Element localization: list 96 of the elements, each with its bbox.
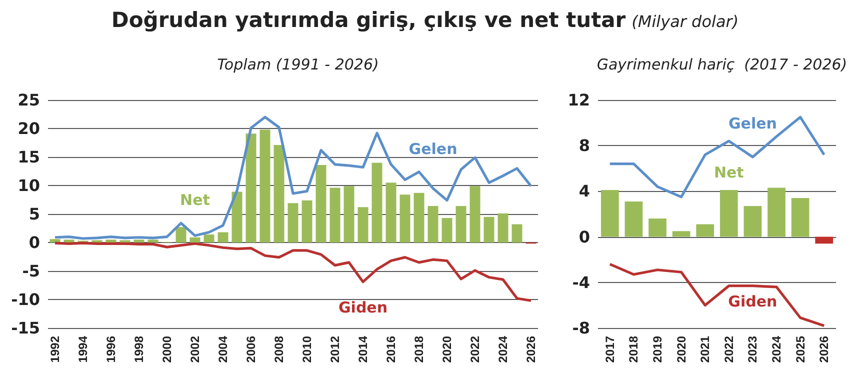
y-tick-label: -5: [22, 262, 40, 280]
x-tick-label: 2018: [412, 336, 426, 363]
y-tick-label: 0: [28, 233, 40, 252]
bar: [815, 236, 834, 244]
series-label: Net: [714, 164, 744, 182]
bar: [456, 206, 466, 242]
x-tick-label: 2006: [244, 336, 258, 363]
y-tick-label: 8: [578, 136, 590, 156]
x-tick-label: 2010: [300, 336, 314, 363]
bar: [232, 192, 242, 242]
y-tick-label: 10: [18, 176, 40, 195]
x-tick-label: 1998: [132, 336, 146, 363]
bar: [484, 216, 494, 242]
bar: [744, 206, 762, 237]
y-tick-label: -8: [572, 318, 590, 338]
series-label: Gelen: [408, 140, 458, 158]
bar: [414, 192, 424, 242]
bar: [512, 224, 522, 242]
series-label: Giden: [728, 292, 778, 310]
line-series: [54, 116, 532, 240]
x-tick-label: 2020: [674, 336, 688, 363]
series-label: Net: [180, 190, 210, 209]
bar: [344, 186, 354, 242]
bar: [498, 213, 508, 242]
y-tick-label: 0: [578, 227, 590, 246]
bar: [428, 206, 438, 242]
x-tick-label: 1996: [104, 336, 118, 363]
chart-subtitle: Gayrimenkul hariç (2017 - 2026): [596, 56, 848, 74]
x-tick-label: 2017: [602, 336, 617, 363]
bar: [204, 234, 214, 242]
bar: [288, 203, 298, 242]
chart-title: Doğrudan yatırımda giriş, çıkış ve net tutar: [111, 8, 626, 32]
y-tick-label: 5: [28, 204, 40, 224]
bar: [400, 194, 410, 242]
bar: [672, 231, 690, 237]
bar: [218, 232, 228, 242]
x-tick-label: 2024: [496, 336, 510, 363]
x-tick-label: 2022: [468, 336, 482, 363]
x-tick-label: 2000: [160, 336, 174, 363]
x-tick-label: 2004: [216, 336, 230, 363]
x-tick-label: 2020: [440, 336, 454, 363]
y-tick-label: 20: [18, 119, 40, 138]
x-tick-label: 2016: [384, 336, 398, 363]
bar: [624, 201, 643, 237]
bar: [768, 188, 786, 237]
y-tick-label: 4: [578, 182, 590, 201]
x-tick-label: 2024: [770, 336, 784, 363]
x-tick-label: 1992: [48, 336, 62, 363]
y-tick-label: -10: [11, 290, 40, 309]
bar: [302, 200, 312, 242]
bar: [720, 190, 738, 237]
y-tick-label: -15: [11, 318, 40, 338]
x-tick-label: 2008: [272, 336, 286, 363]
bar: [106, 240, 116, 242]
x-tick-label: 2018: [626, 336, 641, 363]
line-series: [608, 116, 826, 198]
series-label: Gelen: [728, 114, 777, 132]
bar: [50, 239, 60, 242]
bar: [176, 227, 186, 242]
bar: [134, 240, 144, 242]
x-tick-label: 2014: [356, 336, 370, 363]
bar: [648, 218, 666, 237]
x-tick-label: 2026: [524, 336, 538, 363]
x-tick-label: 2022: [722, 336, 736, 363]
bar: [274, 145, 284, 242]
series-label: Giden: [338, 298, 388, 316]
bar: [386, 182, 396, 242]
bar: [190, 237, 200, 242]
x-tick-label: 1994: [76, 336, 90, 363]
y-tick-label: 12: [568, 90, 590, 110]
bar: [148, 240, 158, 242]
text: (Milyar dolar): [632, 12, 739, 31]
bar: [372, 162, 382, 242]
y-tick-label: -4: [572, 272, 590, 292]
bar: [791, 198, 810, 237]
bar: [358, 207, 368, 242]
bar: [442, 218, 452, 242]
bar: [316, 164, 326, 242]
bar: [600, 190, 619, 237]
y-tick-label: 25: [18, 90, 40, 110]
bar: [260, 130, 270, 242]
x-tick-label: 2021: [698, 336, 712, 363]
line-series: [54, 242, 532, 302]
bar: [330, 188, 340, 242]
x-tick-label: 2002: [188, 336, 202, 363]
y-tick-label: 15: [18, 148, 40, 166]
x-tick-label: 2019: [650, 336, 664, 363]
x-tick-label: 2026: [817, 336, 832, 363]
bar: [696, 224, 714, 237]
x-tick-label: 2012: [328, 336, 342, 363]
bar: [470, 186, 480, 242]
x-tick-label: 2025: [793, 336, 808, 363]
chart-subtitle: Toplam (1991 - 2026): [217, 56, 379, 74]
x-tick-label: 2023: [746, 336, 760, 363]
line-series: [608, 262, 826, 328]
bar: [246, 134, 256, 242]
